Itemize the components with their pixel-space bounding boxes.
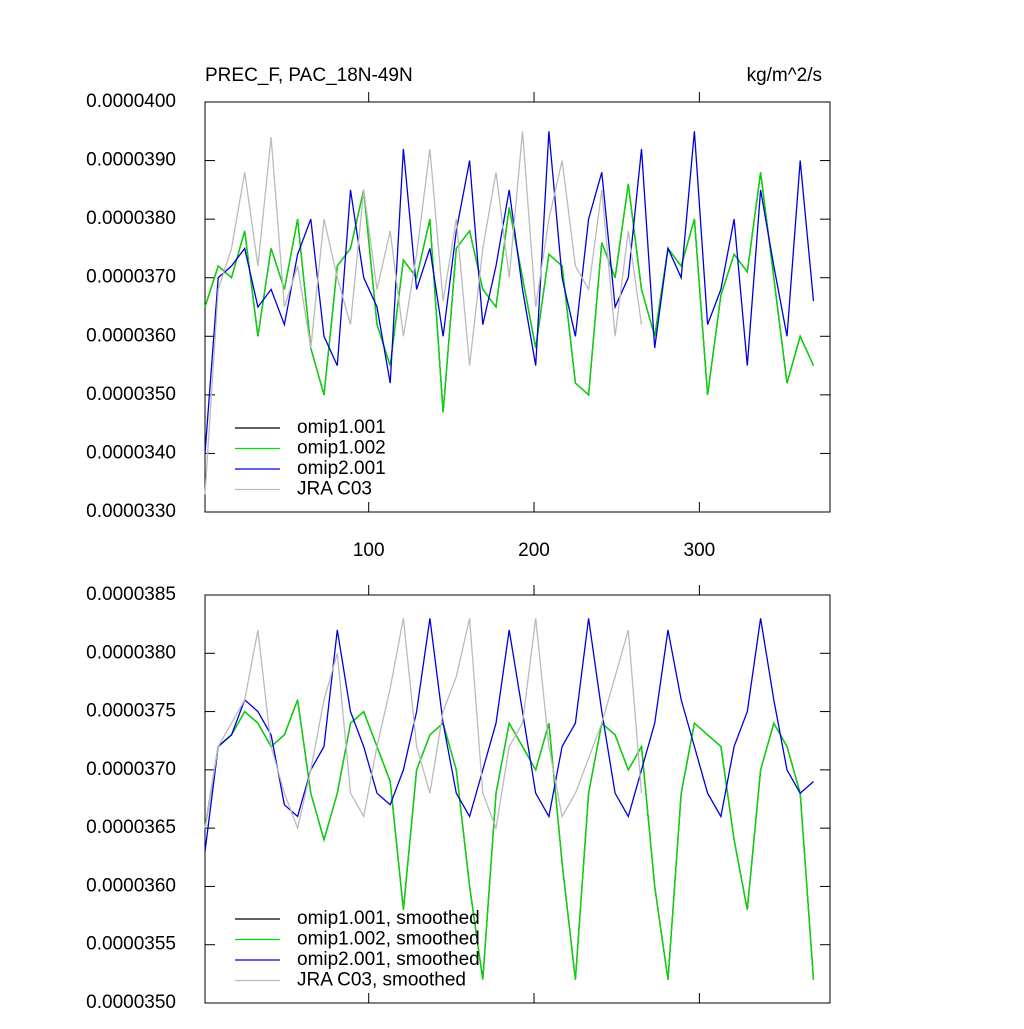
y-tick-label: 0.0000400 <box>86 91 176 112</box>
y-tick-label: 0.0000330 <box>86 501 176 522</box>
legend-label: omip2.001 <box>297 458 386 479</box>
y-tick-label: 0.0000370 <box>86 759 176 780</box>
series-line <box>204 699 815 980</box>
x-tick-label: 100 <box>353 540 385 561</box>
y-tick-label: 0.0000365 <box>86 817 176 838</box>
legend-label: omip1.002 <box>297 438 386 459</box>
y-tick-label: 0.0000380 <box>86 208 176 229</box>
y-tick-label: 0.0000390 <box>86 150 176 171</box>
legend-label: omip1.001, smoothed <box>297 908 480 929</box>
series-line <box>204 131 643 495</box>
series-line <box>204 172 815 413</box>
plot-frame <box>204 594 831 1004</box>
legend-label: omip1.002, smoothed <box>297 929 480 950</box>
y-tick-label: 0.0000355 <box>86 934 176 955</box>
legend-label: omip1.001 <box>297 417 386 438</box>
series-line <box>204 131 815 454</box>
chart-title: PREC_F, PAC_18N-49N <box>205 65 413 86</box>
y-tick-label: 0.0000340 <box>86 442 176 463</box>
x-tick-label: 300 <box>684 540 716 561</box>
y-tick-label: 0.0000385 <box>86 584 176 605</box>
y-tick-label: 0.0000375 <box>86 701 176 722</box>
series-line <box>204 618 643 831</box>
units-label: kg/m^2/s <box>747 65 822 86</box>
legend-label: omip2.001, smoothed <box>297 949 480 970</box>
y-tick-label: 0.0000360 <box>86 325 176 346</box>
y-tick-label: 0.0000350 <box>86 384 176 405</box>
series-line <box>204 618 814 852</box>
x-tick-label: 200 <box>518 540 550 561</box>
legend-label: JRA C03, smoothed <box>297 970 466 991</box>
legend-label: JRA C03 <box>297 479 372 500</box>
y-tick-label: 0.0000350 <box>86 992 176 1013</box>
y-tick-label: 0.0000360 <box>86 875 176 896</box>
y-tick-label: 0.0000380 <box>86 642 176 663</box>
y-tick-label: 0.0000370 <box>86 267 176 288</box>
